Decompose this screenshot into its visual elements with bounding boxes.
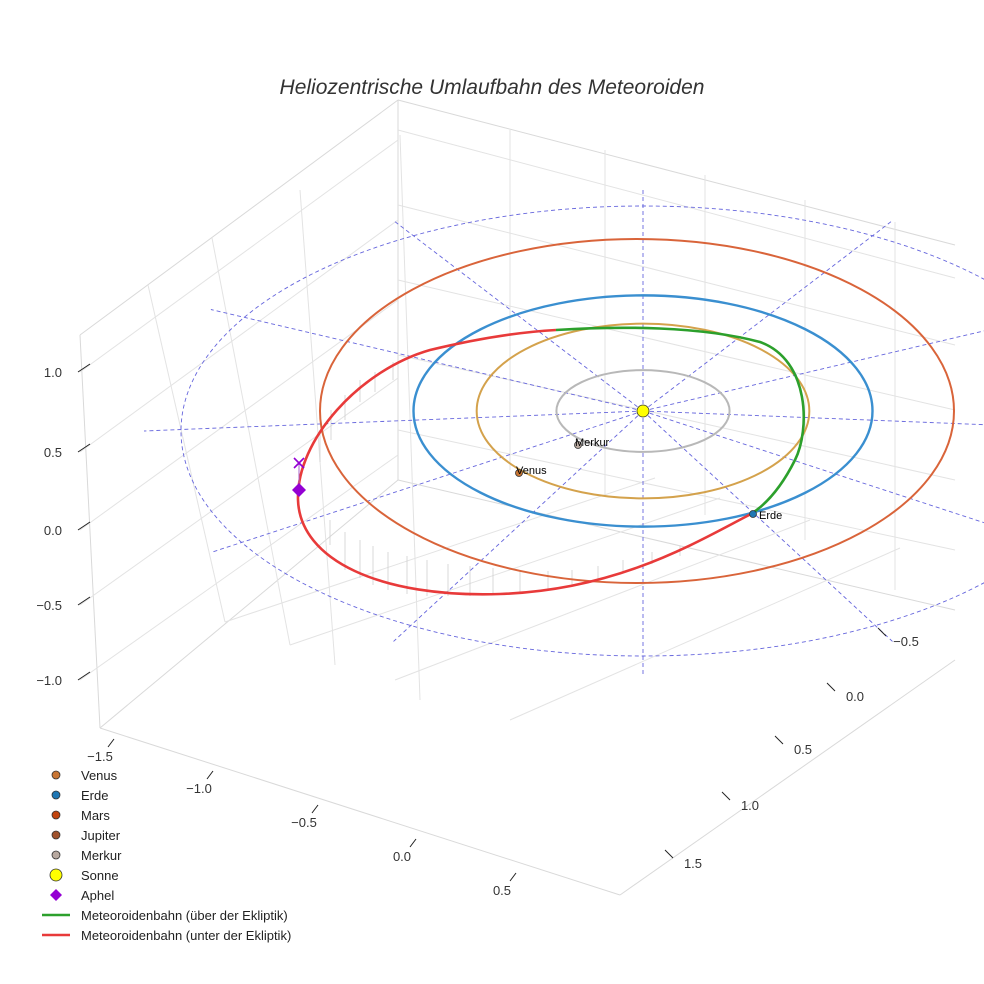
drop-lines [319,362,681,596]
planet-orbits [319,238,955,584]
y-tick-label: 1.0 [741,798,759,813]
y-tick-label: −0.5 [893,634,919,649]
z-tick-mark [77,521,91,531]
y-tick-label: 0.5 [794,742,812,757]
z-tick-label: −0.5 [36,598,62,613]
axis-ticks: 1.0 0.5 0.0 −0.5 −1.0 −1.5 −1.0 −0.5 0.0 0.5 −0.5 0… [36,363,919,898]
z-tick-mark [77,596,91,606]
legend-marker-1 [51,790,61,800]
meteoroid-orbit [296,326,805,596]
legend-label-1: Erde [81,788,108,803]
legend-label-7: Meteoroidenbahn (über der Ekliptik) [81,908,288,923]
z-tick-mark [77,671,91,681]
planet-sonne [636,404,650,418]
grid-line [397,279,956,411]
aphel-cross [293,457,305,469]
z-tick-label: −1.0 [36,673,62,688]
x-tick-label: −0.5 [291,815,317,830]
planet-merkur [574,441,582,449]
z-tick-label: 0.5 [44,445,62,460]
grid-line [289,497,721,646]
legend-marker-4 [51,850,61,860]
axes-frame [79,99,956,896]
ecliptic-spoke [642,410,893,642]
x-tick-mark [206,770,214,780]
grid-line [224,477,656,623]
grid-line [79,299,399,531]
planet-label-merkur: Merkur [575,437,610,449]
x-tick-label: −1.0 [186,781,212,796]
grid-line [397,429,956,551]
y-tick-mark [774,735,784,745]
legend-marker-3 [51,830,61,840]
chart-title: Heliozentrische Umlaufbahn des Meteoroid… [280,76,705,99]
ecliptic-spoke [393,220,644,412]
y-tick-label: 0.0 [846,689,864,704]
legend-label-4: Merkur [81,848,122,863]
legend-label-0: Venus [81,768,118,783]
grid-line [394,519,811,681]
y-tick-mark [664,849,674,859]
y-tick-mark [721,791,731,801]
orbit-mars [319,238,955,584]
legend-marker-2 [51,810,61,820]
legend-label-5: Sonne [81,868,119,883]
y-tick-mark [877,627,887,637]
planet-markers: Merkur Venus Erde [292,404,782,522]
ecliptic-spoke [642,410,984,524]
y-tick-mark [826,682,836,692]
ecliptic-spoke [210,410,644,553]
orbit-merkur [555,369,731,453]
grid-line [79,454,399,681]
x-tick-mark [509,872,517,882]
z-tick-mark [77,363,91,373]
planet-erde [749,510,757,518]
legend-label-6: Aphel [81,888,114,903]
grid-line [211,237,291,646]
ecliptic-spoke [210,309,644,412]
ecliptic-spoke [642,330,984,412]
planet-label-venus: Venus [516,465,547,477]
orbit-erde [412,294,874,528]
x-tick-mark [409,838,417,848]
grid-line [79,139,399,373]
z-tick-label: 0.0 [44,523,62,538]
meteoroid-orbit-below [296,328,752,596]
legend-diamond-6 [50,889,62,901]
planet-venus [515,469,523,477]
y-tick-label: 1.5 [684,856,702,871]
grid-line [399,134,421,701]
ecliptic-spoke [393,410,644,642]
z-tick-label: 1.0 [44,365,62,380]
grid-line [79,377,399,606]
x-tick-label: −1.5 [87,749,113,764]
grid-line [397,204,956,346]
planet-label-erde: Erde [759,510,782,522]
ecliptic-spoke [144,410,644,432]
x-tick-label: 0.5 [493,883,511,898]
legend-label-8: Meteoroidenbahn (unter der Ekliptik) [81,928,291,943]
ecliptic-plane [144,188,984,674]
legend: Venus Erde Mars Jupiter Merkur Sonne Aphel Mete… [42,768,291,943]
grid-line [299,189,336,666]
ecliptic-spoke [642,220,893,412]
legend-label-3: Jupiter [81,828,121,843]
legend-label-2: Mars [81,808,110,823]
grid-line [79,219,399,453]
grid-line [397,129,956,279]
x-tick-mark [107,738,115,748]
grid-line [147,284,226,623]
meteoroid-orbit-above [555,326,805,516]
orbit-venus [475,322,811,500]
legend-marker-0 [51,770,61,780]
grid-lines [79,129,956,721]
legend-marker-5 [49,868,63,882]
x-tick-mark [311,804,319,814]
aphel-marker [292,483,306,497]
x-tick-label: 0.0 [393,849,411,864]
z-tick-mark [77,443,91,453]
grid-line [509,547,901,721]
